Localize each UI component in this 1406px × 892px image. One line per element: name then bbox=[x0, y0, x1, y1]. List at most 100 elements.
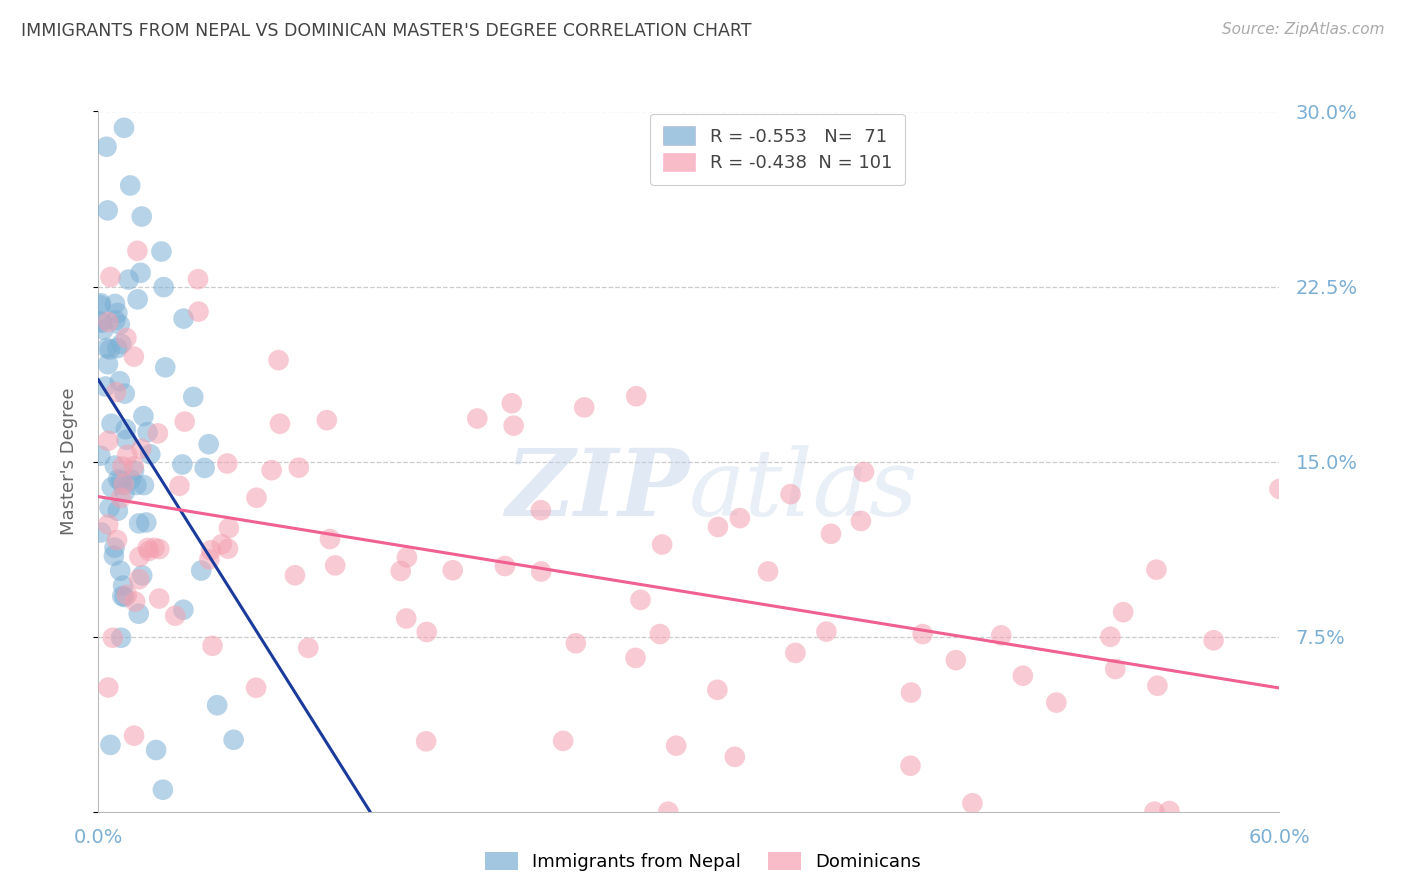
Point bbox=[707, 520, 730, 534]
Point bbox=[630, 592, 652, 607]
Point bbox=[530, 565, 553, 579]
Point bbox=[136, 425, 159, 439]
Point bbox=[97, 357, 120, 371]
Point bbox=[779, 487, 801, 501]
Point bbox=[90, 296, 112, 310]
Text: ZIP: ZIP bbox=[505, 444, 689, 534]
Point bbox=[115, 331, 138, 345]
Point bbox=[152, 280, 174, 294]
Point bbox=[198, 552, 221, 566]
Point bbox=[395, 550, 418, 565]
Point bbox=[222, 732, 245, 747]
Point bbox=[211, 537, 233, 551]
Point bbox=[624, 651, 647, 665]
Point bbox=[128, 516, 150, 531]
Point bbox=[110, 337, 132, 351]
Point bbox=[441, 563, 464, 577]
Point bbox=[194, 461, 217, 475]
Point bbox=[131, 442, 153, 456]
Point bbox=[98, 343, 121, 357]
Point bbox=[165, 608, 187, 623]
Point bbox=[245, 681, 267, 695]
Point bbox=[114, 386, 136, 401]
Point bbox=[120, 178, 142, 193]
Point bbox=[1104, 662, 1126, 676]
Point bbox=[1144, 563, 1167, 577]
Point bbox=[122, 459, 145, 474]
Point bbox=[648, 627, 671, 641]
Point bbox=[574, 401, 596, 415]
Point bbox=[104, 458, 127, 473]
Point bbox=[128, 607, 150, 621]
Point bbox=[129, 266, 152, 280]
Point bbox=[138, 544, 160, 558]
Point bbox=[107, 504, 129, 518]
Point bbox=[136, 541, 159, 555]
Point bbox=[1099, 630, 1122, 644]
Point bbox=[260, 463, 283, 477]
Point bbox=[115, 588, 138, 602]
Point bbox=[97, 203, 120, 218]
Point bbox=[90, 525, 112, 540]
Point bbox=[104, 313, 127, 327]
Point bbox=[139, 447, 162, 461]
Point bbox=[145, 743, 167, 757]
Point bbox=[190, 564, 212, 578]
Point bbox=[146, 426, 169, 441]
Point bbox=[1045, 696, 1067, 710]
Point bbox=[853, 465, 876, 479]
Point bbox=[900, 758, 922, 772]
Point bbox=[100, 480, 122, 494]
Point bbox=[217, 457, 239, 471]
Point bbox=[111, 477, 134, 491]
Point bbox=[269, 417, 291, 431]
Point bbox=[1012, 669, 1035, 683]
Point bbox=[245, 491, 267, 505]
Text: IMMIGRANTS FROM NEPAL VS DOMINICAN MASTER'S DEGREE CORRELATION CHART: IMMIGRANTS FROM NEPAL VS DOMINICAN MASTE… bbox=[21, 22, 752, 40]
Point bbox=[120, 473, 142, 487]
Text: atlas: atlas bbox=[689, 444, 918, 534]
Point bbox=[1159, 804, 1181, 818]
Point bbox=[114, 590, 136, 604]
Point bbox=[108, 374, 131, 388]
Point bbox=[108, 318, 131, 332]
Point bbox=[172, 458, 194, 472]
Point bbox=[128, 549, 150, 564]
Point bbox=[945, 653, 967, 667]
Point bbox=[122, 463, 145, 477]
Point bbox=[911, 627, 934, 641]
Point bbox=[96, 341, 118, 355]
Point bbox=[849, 514, 872, 528]
Point bbox=[187, 304, 209, 318]
Point bbox=[105, 385, 128, 400]
Point bbox=[553, 734, 575, 748]
Point bbox=[112, 477, 135, 491]
Point bbox=[110, 474, 132, 488]
Point bbox=[1268, 482, 1291, 496]
Point bbox=[117, 272, 139, 286]
Point bbox=[152, 782, 174, 797]
Point bbox=[297, 640, 319, 655]
Point bbox=[103, 549, 125, 563]
Point bbox=[127, 244, 149, 258]
Point bbox=[201, 639, 224, 653]
Point bbox=[389, 564, 412, 578]
Point bbox=[169, 479, 191, 493]
Point bbox=[150, 244, 173, 259]
Point bbox=[127, 293, 149, 307]
Point bbox=[90, 316, 112, 330]
Point bbox=[122, 729, 145, 743]
Point bbox=[962, 797, 984, 811]
Point bbox=[197, 437, 219, 451]
Point bbox=[104, 297, 127, 311]
Point bbox=[565, 636, 588, 650]
Point bbox=[501, 396, 523, 410]
Point bbox=[94, 379, 117, 393]
Point bbox=[626, 389, 648, 403]
Point bbox=[97, 434, 120, 448]
Point bbox=[111, 589, 134, 603]
Point bbox=[284, 568, 307, 582]
Point bbox=[97, 315, 120, 329]
Point bbox=[706, 682, 728, 697]
Point bbox=[323, 558, 346, 573]
